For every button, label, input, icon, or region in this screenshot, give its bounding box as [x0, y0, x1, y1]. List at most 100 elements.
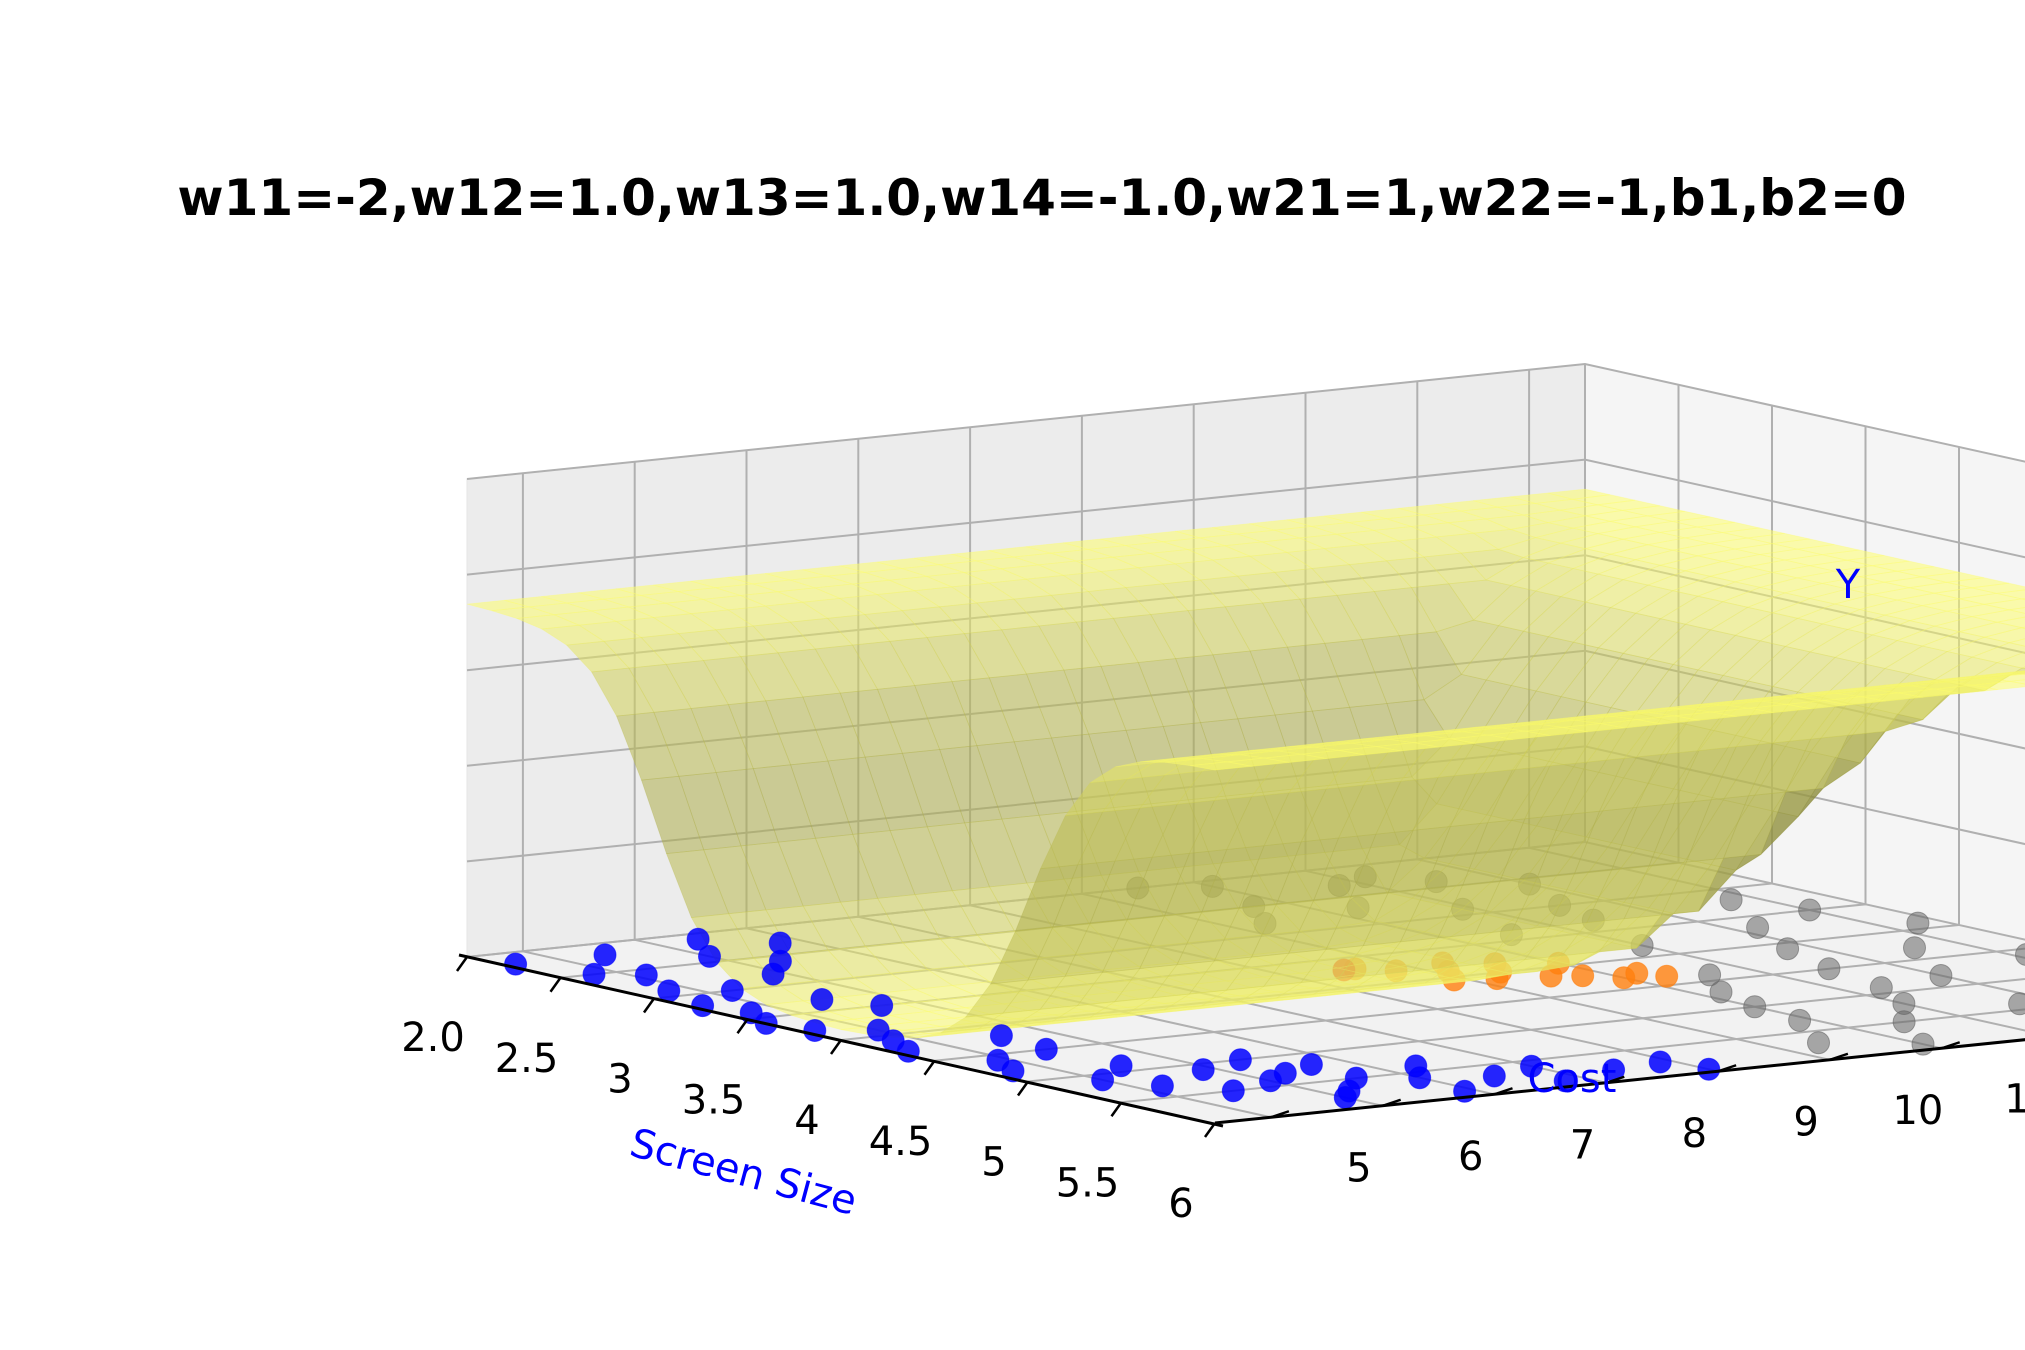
points-front [504, 927, 1721, 1109]
data-point-gray [1903, 936, 1926, 960]
y-axis-label: Cost [1528, 1056, 1617, 1102]
data-point-blue [1648, 1050, 1672, 1074]
surface-patch [2009, 607, 2025, 614]
data-point-blue [1150, 1074, 1174, 1098]
axis-lines [455, 953, 2025, 1138]
data-point-gray [1807, 1031, 1830, 1055]
y-tick-mark [1494, 1087, 1513, 1096]
surface-patch [2009, 679, 2025, 685]
surface-patch [1971, 582, 2025, 594]
data-point-blue [1404, 1054, 1428, 1078]
data-point-gray [1817, 957, 1841, 981]
data-point-blue [1273, 1061, 1297, 1085]
x-axis-label: Screen Size [625, 1120, 861, 1225]
data-point-blue [504, 952, 528, 976]
data-point-blue [870, 994, 894, 1017]
x-tick-mark [1016, 1080, 1030, 1097]
data-point-gray [2008, 992, 2025, 1016]
data-point-blue [1337, 1079, 1361, 1103]
y-tick-label: 7 [1570, 1122, 1595, 1168]
data-point-gray [1719, 888, 1743, 912]
data-point-gray [1746, 916, 1770, 939]
data-point-blue [1299, 1053, 1323, 1076]
x-tick-label: 2.5 [495, 1036, 559, 1082]
y-tick-label: 6 [1458, 1134, 1483, 1180]
y-tick-label: 8 [1682, 1111, 1707, 1157]
data-point-blue [720, 979, 744, 1002]
data-point-blue [698, 944, 721, 968]
data-point-blue [810, 988, 834, 1011]
y-tick-label: 9 [1793, 1099, 1818, 1145]
data-point-blue [803, 1019, 827, 1042]
x-tick-mark [642, 997, 656, 1014]
grid-line-x [1121, 1008, 2025, 1104]
data-point-blue [686, 927, 710, 951]
surface-patch [2021, 626, 2025, 629]
data-point-gray [1709, 980, 1733, 1004]
grid-line-z [466, 362, 2025, 480]
surface-patch [1190, 761, 1253, 771]
x-tick-label: 4.5 [869, 1119, 933, 1165]
y-tick-mark [1270, 1110, 1290, 1119]
data-point-gray [1776, 937, 1800, 961]
y-tick-mark [1717, 1064, 1737, 1073]
x-tick-mark [923, 1060, 936, 1076]
x-tick-mark [736, 1018, 749, 1034]
grid-line-x [1027, 977, 2025, 1083]
surface-patch [1637, 715, 1700, 725]
data-point-blue [1221, 1079, 1245, 1103]
data-point-blue [1091, 1068, 1115, 1092]
data-point-gray [1798, 898, 1822, 922]
y-tick-labels: 567891011121314 [1346, 1076, 2025, 1191]
surface-patch [1711, 707, 1775, 717]
x-tick-label: 2.0 [401, 1015, 465, 1061]
y-tick-mark [1605, 1075, 1625, 1084]
data-point-blue [1109, 1054, 1133, 1078]
surface-patch [2009, 638, 2025, 647]
data-point-gray [1906, 911, 1930, 935]
data-point-blue [989, 1024, 1013, 1048]
x-tick-mark [829, 1039, 843, 1055]
surface-patch [2021, 598, 2025, 601]
x-tick-label: 6 [1168, 1181, 1193, 1227]
y-axis-line [1214, 1038, 2025, 1125]
chart-title: w11=-2,w12=1.0,w13=1.0,w14=-1.0,w21=1,w2… [177, 169, 1906, 227]
y-tick-mark [1829, 1052, 1849, 1061]
x-tick-label: 3 [607, 1057, 632, 1103]
surface-patch [2021, 666, 2025, 669]
y-tick-mark [1382, 1098, 1402, 1107]
data-point-gray [2015, 943, 2025, 966]
x-tick-mark [1203, 1122, 1217, 1138]
x-tick-labels: 2.0 2.5 3 3.5 4 4.5 5 5.5 6 [401, 1015, 1194, 1227]
z-axis-label: Y [1835, 562, 1861, 608]
data-point-orange [1571, 964, 1595, 988]
x-tick-mark [1110, 1101, 1123, 1117]
surface-patch [2022, 673, 2025, 675]
x-tick-mark [455, 956, 469, 972]
data-point-gray [1869, 976, 1893, 1000]
x-tick-label: 3.5 [682, 1077, 746, 1123]
data-point-gray [1929, 964, 1953, 987]
data-point-blue [634, 963, 658, 987]
y-tick-label: 5 [1346, 1145, 1371, 1191]
y-tick-label: 10 [1892, 1088, 1943, 1134]
x-tick-label: 5.5 [1056, 1160, 1120, 1206]
y-tick-label: 11 [2004, 1076, 2025, 1122]
data-point-blue [1191, 1058, 1215, 1082]
grid-line-x [934, 947, 2025, 1062]
data-point-gray [1743, 995, 1767, 1019]
x-tick-label: 5 [981, 1140, 1006, 1186]
data-point-blue [1520, 1054, 1543, 1078]
data-point-gray [1788, 1008, 1812, 1032]
data-point-blue [896, 1039, 920, 1063]
data-point-blue [691, 994, 715, 1018]
data-point-blue [761, 962, 785, 986]
y-tick-mark [1941, 1041, 1961, 1050]
decision-surface [466, 488, 2025, 1039]
data-point-blue [1697, 1057, 1721, 1081]
surface-patch [1971, 609, 2025, 623]
data-point-blue [1482, 1064, 1506, 1088]
data-point-blue [657, 979, 681, 1003]
data-point-blue [1228, 1048, 1252, 1072]
